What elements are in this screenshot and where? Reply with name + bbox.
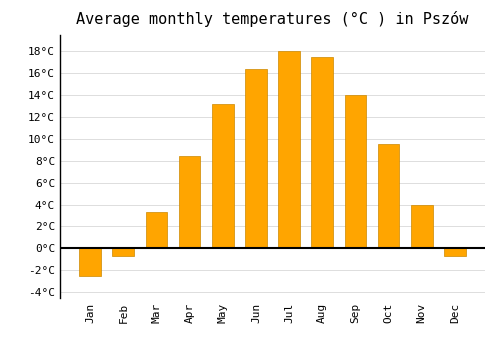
Bar — [112, 248, 134, 256]
Bar — [378, 144, 400, 248]
Bar — [179, 156, 201, 248]
Bar — [278, 51, 300, 248]
Bar — [312, 57, 333, 248]
Bar — [80, 248, 101, 276]
Bar — [444, 248, 466, 256]
Bar — [411, 204, 432, 248]
Bar — [245, 69, 266, 248]
Bar — [212, 104, 234, 248]
Bar — [344, 95, 366, 248]
Bar — [146, 212, 167, 248]
Title: Average monthly temperatures (°C ) in Pszów: Average monthly temperatures (°C ) in Ps… — [76, 11, 468, 27]
